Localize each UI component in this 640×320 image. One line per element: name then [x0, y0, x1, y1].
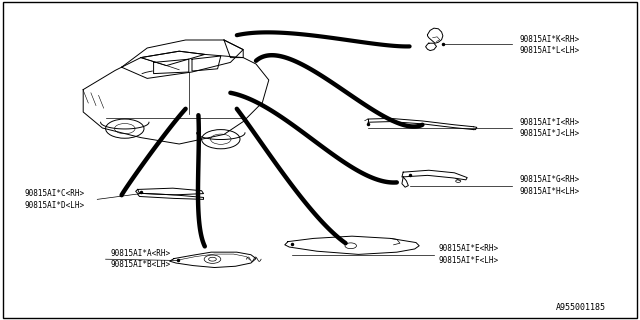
Text: 90815AI*C<RH>: 90815AI*C<RH> — [24, 189, 84, 198]
Text: 90815AI*L<LH>: 90815AI*L<LH> — [520, 46, 580, 55]
Text: 90815AI*I<RH>: 90815AI*I<RH> — [520, 118, 580, 127]
Text: A955001185: A955001185 — [556, 303, 605, 312]
Text: 90815AI*D<LH>: 90815AI*D<LH> — [24, 201, 84, 210]
Text: 90815AI*J<LH>: 90815AI*J<LH> — [520, 129, 580, 138]
Text: 90815AI*K<RH>: 90815AI*K<RH> — [520, 35, 580, 44]
Text: 90815AI*H<LH>: 90815AI*H<LH> — [520, 187, 580, 196]
Text: 90815AI*E<RH>: 90815AI*E<RH> — [438, 244, 499, 253]
Text: 90815AI*F<LH>: 90815AI*F<LH> — [438, 256, 499, 265]
Text: 90815AI*B<LH>: 90815AI*B<LH> — [110, 260, 170, 269]
Text: 90815AI*A<RH>: 90815AI*A<RH> — [110, 249, 170, 258]
Text: 90815AI*G<RH>: 90815AI*G<RH> — [520, 175, 580, 184]
